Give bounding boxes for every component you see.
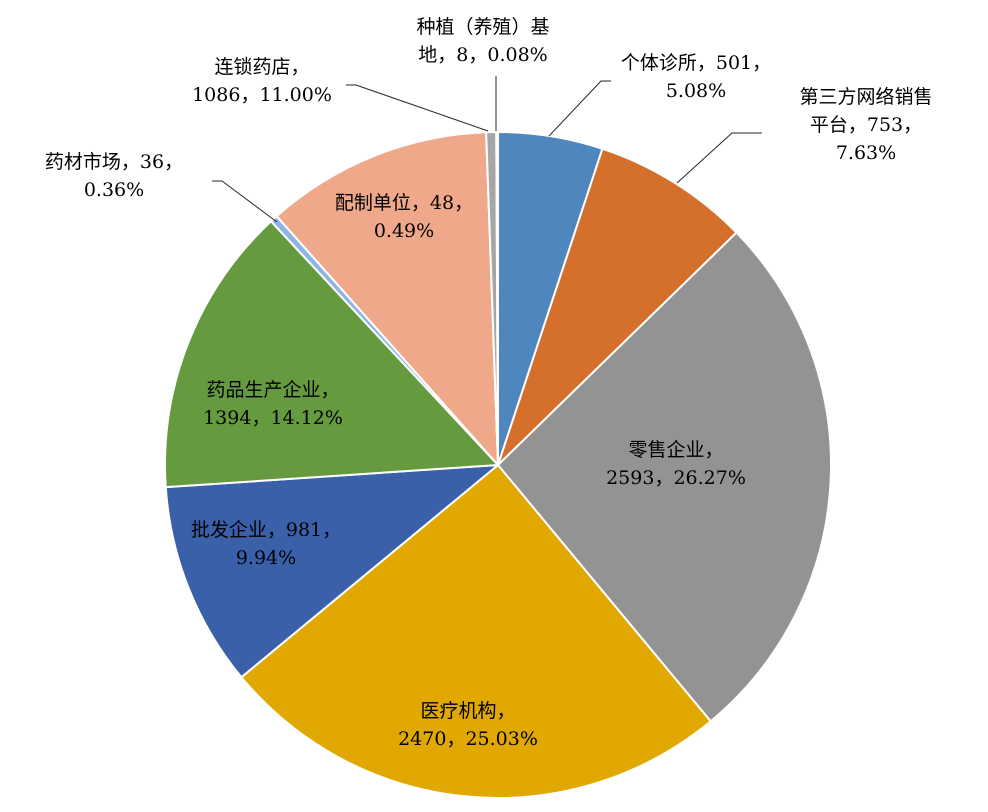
slice-6-label: 药品生产企业， 1394，14.12% <box>203 379 343 429</box>
slice-1-label: 个体诊所，501， 5.08% <box>621 52 771 102</box>
slice-6-wedge <box>164 220 499 489</box>
slice-8-leader-line <box>346 84 489 132</box>
slice-9-label: 配制单位，48， 0.49% <box>335 192 473 242</box>
slice-8-label-line: 连锁药店， <box>214 56 309 78</box>
slice-7-label: 药材市场，36， 0.36% <box>45 151 183 201</box>
pie-slices <box>164 130 832 799</box>
slice-9-label-line: 配制单位，48， <box>335 192 473 214</box>
slice-3-label-line: 零售企业， <box>628 439 723 461</box>
leader-lines <box>212 76 762 223</box>
slice-1-leader-line <box>548 80 611 137</box>
slice-5-wedge <box>164 464 499 679</box>
slice-3-label: 零售企业， 2593，26.27% <box>606 439 746 489</box>
slice-4-label: 医疗机构， 2470，25.03% <box>398 700 538 750</box>
slice-10-label: 种植（养殖）基地，8，0.08% <box>416 16 549 66</box>
slice-4-label-line: 2470，25.03% <box>398 728 538 750</box>
slice-7-leader-line <box>212 180 278 223</box>
slice-2-label-line: 7.63% <box>836 142 896 164</box>
slice-2-wedge <box>497 147 738 466</box>
slice-8-wedge <box>275 131 499 466</box>
slice-1-label-line: 个体诊所，501， <box>621 52 771 74</box>
slice-8-label-line: 1086，11.00% <box>192 84 332 106</box>
slice-10-wedge <box>495 130 499 466</box>
slice-10-label-line: 地，8，0.08% <box>418 44 547 66</box>
slice-1-label-line: 5.08% <box>666 80 726 102</box>
slice-2-leader-line <box>676 132 762 184</box>
slice-4-wedge <box>240 464 712 799</box>
slice-4-label-line: 医疗机构， <box>420 700 515 722</box>
slice-2-label-line: 平台，753， <box>810 114 922 136</box>
slice-6-label-line: 1394，14.12% <box>203 407 343 429</box>
slice-2-label-line: 第三方网络销售 <box>799 86 932 108</box>
slice-3-wedge <box>497 231 832 723</box>
slice-7-label-line: 药材市场，36， <box>45 151 183 173</box>
slice-8-label: 连锁药店， 1086，11.00% <box>192 56 332 106</box>
slice-3-label-line: 2593，26.27% <box>606 467 746 489</box>
slice-5-label-line: 9.94% <box>236 547 296 569</box>
data-labels: 个体诊所，501， 5.08% 第三方网络销售平台，753， 7.63% 零售企业， 25… <box>45 16 933 750</box>
slice-5-label: 批发企业，981， 9.94% <box>191 519 341 569</box>
slice-10-label-line: 种植（养殖）基 <box>416 16 549 38</box>
slice-6-label-line: 药品生产企业， <box>206 379 339 401</box>
slice-9-label-line: 0.49% <box>374 220 434 242</box>
slice-2-label: 第三方网络销售平台，753， 7.63% <box>799 86 932 164</box>
slice-5-label-line: 批发企业，981， <box>191 519 341 541</box>
slice-7-label-line: 0.36% <box>84 179 144 201</box>
